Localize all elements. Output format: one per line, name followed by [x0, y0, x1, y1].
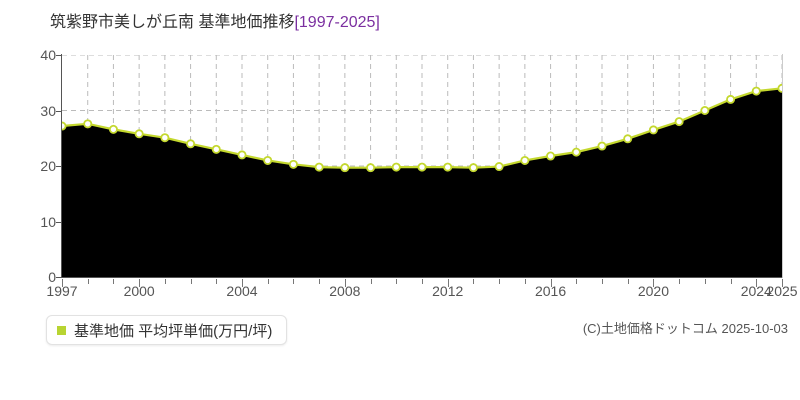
data-point-marker: [571, 147, 581, 157]
y-axis-tick: [56, 55, 62, 56]
x-axis-tick: [473, 279, 475, 284]
legend-label: 基準地価 平均坪単価(万円/坪): [74, 322, 273, 340]
data-point-marker: [751, 86, 761, 96]
y-axis-tick: [56, 277, 62, 278]
y-axis: 0 10 20 30 40: [0, 0, 62, 400]
page-title: 筑紫野市美しが丘南 基準地価推移[1997-2025]: [50, 8, 380, 32]
x-axis-tick: [447, 279, 449, 287]
x-axis-tick: [267, 279, 269, 284]
plot-right-border: [782, 54, 783, 278]
data-point-marker: [366, 163, 376, 173]
data-point-marker: [597, 141, 607, 151]
data-point-marker: [417, 162, 427, 172]
y-axis-tick-label: 30: [40, 102, 56, 119]
x-axis-tick: [756, 279, 758, 287]
x-axis-tick: [87, 279, 89, 284]
x-axis-tick-label: 2025: [766, 283, 798, 299]
data-point-marker: [340, 163, 350, 173]
data-point-marker: [648, 125, 658, 135]
x-axis-tick: [602, 279, 603, 284]
x-axis-tick-label: 2016: [534, 283, 567, 299]
x-axis-tick: [524, 279, 526, 284]
x-axis-tick-label: 2000: [123, 283, 155, 299]
data-point-marker: [186, 139, 196, 149]
x-axis-tick: [216, 279, 218, 284]
y-axis-tick: [56, 110, 62, 112]
area-fill: [62, 88, 782, 277]
x-axis-tick: [164, 279, 166, 284]
x-axis: 1997 2000 2004 2008 2012 2016 2020 2024 2025: [0, 279, 800, 309]
x-axis-line: [61, 277, 783, 278]
plot-area: [62, 55, 782, 277]
data-point-marker: [391, 162, 401, 172]
y-axis-tick-label: 20: [40, 158, 56, 174]
x-axis-tick: [499, 279, 501, 284]
x-axis-tick-label: 2012: [432, 283, 464, 299]
title-main-text: 筑紫野市美しが丘南 基準地価推移: [50, 14, 295, 31]
x-axis-tick: [242, 279, 243, 287]
x-axis-tick: [550, 279, 552, 287]
data-point-marker: [134, 129, 144, 139]
data-point-marker: [494, 162, 504, 172]
data-point-marker: [777, 83, 782, 93]
x-axis-tick: [396, 279, 398, 284]
x-axis-tick: [344, 279, 346, 287]
chart-legend: 基準地価 平均坪単価(万円/坪): [46, 315, 288, 345]
data-point-marker: [546, 151, 556, 161]
x-axis-tick-label: 1997: [46, 283, 78, 299]
data-point-marker: [520, 155, 530, 165]
chart-svg: [62, 55, 782, 277]
data-point-marker: [623, 134, 633, 144]
x-axis-tick-label: 2008: [329, 283, 361, 299]
x-axis-tick: [422, 279, 423, 284]
data-point-marker: [726, 94, 736, 104]
x-axis-tick: [730, 279, 732, 284]
credit-text: (C)土地価格ドットコム 2025-10-03: [582, 321, 788, 336]
y-axis-tick-label: 40: [40, 47, 56, 63]
y-axis-tick-label: 10: [40, 213, 56, 230]
x-axis-tick: [782, 279, 783, 287]
data-point-marker: [160, 133, 170, 143]
x-axis-tick: [704, 279, 706, 284]
data-point-marker: [700, 106, 710, 116]
x-axis-tick-label: 2024: [740, 283, 772, 299]
x-axis-tick: [679, 279, 681, 284]
data-point-marker: [288, 159, 298, 169]
y-axis-tick-label: 0: [48, 269, 56, 285]
y-axis-tick: [56, 166, 62, 167]
data-point-marker: [443, 162, 453, 172]
x-axis-tick: [190, 279, 192, 284]
data-point-marker: [211, 144, 221, 154]
x-axis-tick: [319, 279, 321, 284]
x-axis-tick-label: 2004: [226, 283, 258, 299]
data-point-marker: [237, 150, 247, 160]
x-axis-tick: [370, 279, 372, 284]
x-axis-tick-label: 2020: [637, 283, 669, 299]
data-point-marker: [62, 121, 67, 131]
data-point-marker: [263, 155, 273, 165]
data-point-marker: [674, 117, 684, 127]
y-axis-tick: [56, 221, 62, 223]
x-axis-tick: [653, 279, 655, 287]
data-point-marker: [314, 162, 324, 172]
x-axis-tick: [139, 279, 141, 287]
data-point-marker: [108, 124, 118, 134]
x-axis-tick: [627, 279, 629, 284]
x-axis-tick: [293, 279, 295, 284]
x-axis-tick: [576, 279, 578, 284]
data-point-marker: [468, 163, 478, 173]
data-point-marker: [83, 119, 93, 129]
x-axis-tick: [62, 279, 63, 287]
legend-swatch-icon: [57, 325, 66, 335]
title-year-range: [1997-2025]: [294, 14, 380, 31]
x-axis-tick: [113, 279, 115, 284]
